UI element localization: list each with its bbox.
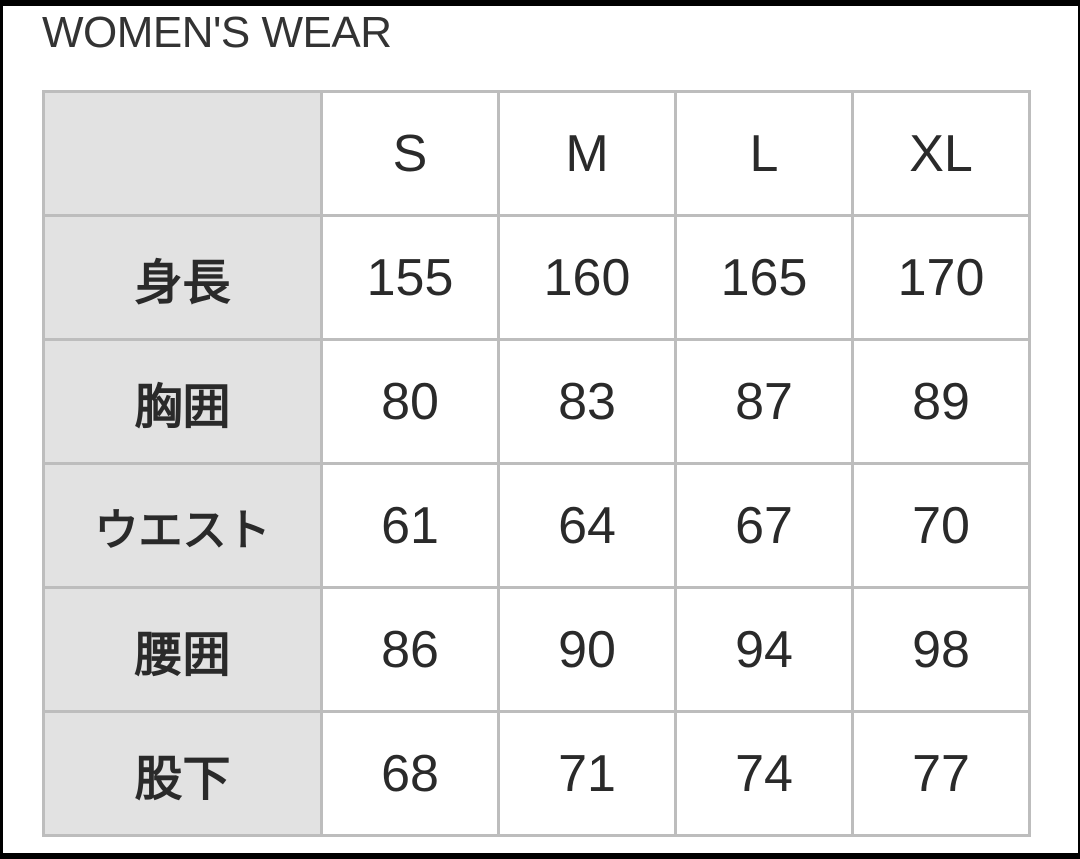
table-row: 股下 68 71 74 77 [42, 710, 1031, 837]
measurement-cell: 87 [674, 338, 854, 465]
table-row: ウエスト 61 64 67 70 [42, 462, 1031, 589]
measurement-cell: 94 [674, 586, 854, 713]
row-label: 腰囲 [42, 586, 323, 713]
measurement-cell: 64 [497, 462, 677, 589]
size-header-l: L [674, 90, 854, 217]
measurement-cell: 68 [320, 710, 500, 837]
page-title: WOMEN'S WEAR [42, 8, 392, 57]
measurement-cell: 89 [851, 338, 1031, 465]
row-label: 胸囲 [42, 338, 323, 465]
row-label: 股下 [42, 710, 323, 837]
measurement-cell: 86 [320, 586, 500, 713]
size-chart-table: S M L XL 身長 155 160 165 170 胸囲 80 83 87 89 ウエスト 61 64 67 7… [42, 90, 1031, 837]
measurement-cell: 160 [497, 214, 677, 341]
measurement-cell: 80 [320, 338, 500, 465]
header-row: S M L XL [42, 90, 1031, 217]
size-header-m: M [497, 90, 677, 217]
measurement-cell: 83 [497, 338, 677, 465]
table-row: 身長 155 160 165 170 [42, 214, 1031, 341]
measurement-cell: 98 [851, 586, 1031, 713]
row-label: ウエスト [42, 462, 323, 589]
size-header-s: S [320, 90, 500, 217]
measurement-cell: 77 [851, 710, 1031, 837]
measurement-cell: 70 [851, 462, 1031, 589]
measurement-cell: 90 [497, 586, 677, 713]
corner-cell [42, 90, 323, 217]
size-header-xl: XL [851, 90, 1031, 217]
table-row: 腰囲 86 90 94 98 [42, 586, 1031, 713]
measurement-cell: 67 [674, 462, 854, 589]
measurement-cell: 155 [320, 214, 500, 341]
measurement-cell: 74 [674, 710, 854, 837]
measurement-cell: 71 [497, 710, 677, 837]
measurement-cell: 170 [851, 214, 1031, 341]
row-label: 身長 [42, 214, 323, 341]
measurement-cell: 165 [674, 214, 854, 341]
measurement-cell: 61 [320, 462, 500, 589]
table-row: 胸囲 80 83 87 89 [42, 338, 1031, 465]
